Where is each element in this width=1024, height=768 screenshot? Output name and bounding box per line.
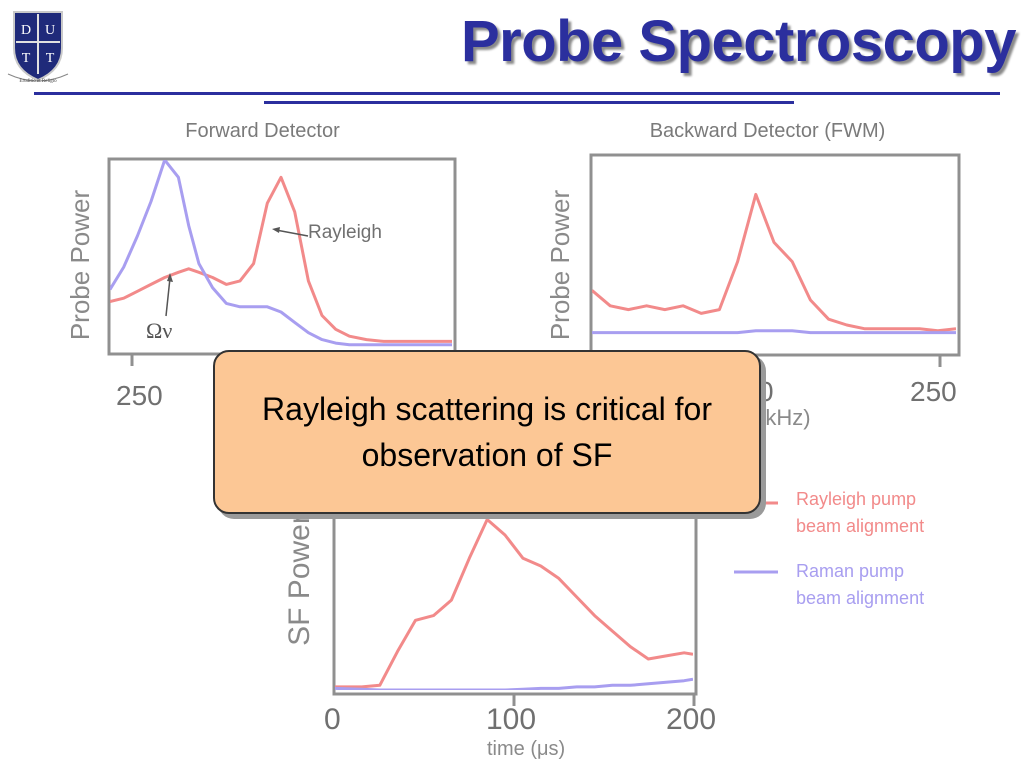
chart1-tick-250: 250: [116, 380, 163, 411]
logo-letter-1: D: [21, 23, 31, 38]
chart1-ylabel: Probe Power: [65, 189, 95, 341]
legend-label-raman: Raman pump beam alignment: [796, 558, 924, 612]
chart2-title: Backward Detector (FWM): [649, 120, 886, 142]
chart1-title: Forward Detector: [185, 120, 340, 142]
chart1-plot: [110, 160, 452, 347]
chart3-xlabel: time (μs): [487, 738, 566, 760]
chart1-series-rayleigh: [110, 175, 452, 343]
chart3-series-raman: [335, 677, 693, 690]
legend-swatch-rayleigh: [758, 501, 778, 505]
legend-raman-line-2: beam alignment: [796, 588, 925, 608]
callout-text: Rayleigh scattering is critical for obse…: [262, 391, 712, 473]
chart2-tick-250: 250: [910, 376, 957, 407]
legend-rayleigh-line-1: Rayleigh pump: [796, 489, 917, 509]
chart2-frame: [589, 153, 961, 367]
chart1-annotation-omega: Ων: [146, 318, 173, 343]
chart2-plot: [592, 192, 956, 335]
chart3-tick-100: 100: [486, 703, 537, 736]
chart3-tick-0: 0: [324, 703, 341, 736]
chart3-series-rayleigh: [335, 518, 693, 689]
legend-swatch-raman: [734, 570, 778, 574]
slide-title: Probe Spectroscopy: [460, 9, 1017, 74]
university-logo: D U T T Eruditio et Religio: [7, 11, 69, 84]
chart2-series-rayleigh: [592, 192, 956, 333]
chart3-tick-200: 200: [666, 703, 717, 736]
title-rule-bottom: [264, 101, 794, 104]
chart2-tick-0: 0: [758, 376, 774, 407]
logo-letter-2: U: [45, 23, 55, 38]
omega-arrow-icon: [165, 273, 173, 317]
chart2-ylabel: Probe Power: [545, 189, 575, 341]
chart2-xlabel-fragment: (kHz): [758, 405, 811, 430]
chart3-ylabel: SF Power: [283, 514, 316, 646]
chart1-annotation-rayleigh: Rayleigh: [308, 222, 382, 243]
legend-raman-line-1: Raman pump: [796, 561, 905, 581]
chart2-series-raman: [592, 329, 956, 335]
rayleigh-arrow-icon: [272, 227, 309, 237]
callout-box: Rayleigh scattering is critical for obse…: [213, 350, 761, 514]
logo-letter-3: T: [22, 51, 31, 66]
legend-label-rayleigh: Rayleigh pump beam alignment: [796, 486, 924, 540]
logo-motto: Eruditio et Religio: [19, 79, 57, 84]
legend-rayleigh-line-2: beam alignment: [796, 516, 925, 536]
chart1-series-raman: [110, 160, 452, 347]
chart3-plot: [335, 518, 693, 690]
logo-letter-4: T: [46, 51, 55, 66]
title-rule-top: [34, 92, 1000, 95]
